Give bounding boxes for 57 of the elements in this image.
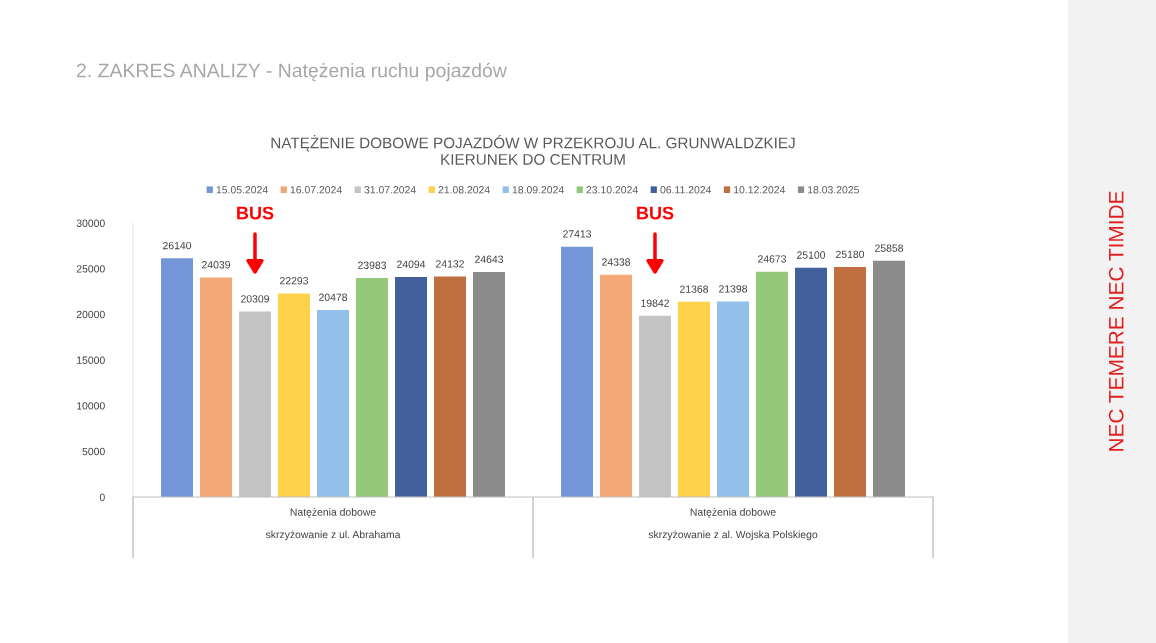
legend-label: 31.07.2024 <box>364 186 416 194</box>
data-label: 21368 <box>680 285 709 293</box>
bar <box>561 246 593 497</box>
legend-label: 16.07.2024 <box>290 186 342 194</box>
legend-label: 15.05.2024 <box>216 186 268 194</box>
bar <box>395 276 427 497</box>
data-label: 25100 <box>797 251 826 259</box>
data-label: 20478 <box>319 293 348 301</box>
bar <box>873 260 905 497</box>
data-label: 24338 <box>602 258 631 266</box>
bar <box>473 271 505 497</box>
data-label: 22293 <box>280 277 309 285</box>
bar <box>795 267 827 497</box>
bar <box>600 274 632 497</box>
y-tick-label: 20000 <box>76 310 105 319</box>
bar <box>717 301 749 497</box>
data-label: 24094 <box>397 260 426 268</box>
y-tick-label: 15000 <box>77 356 105 364</box>
bar <box>200 277 232 497</box>
category-label: Natężenia dobowe skrzyżowanie z ul. Abrahama <box>265 508 401 541</box>
y-tick-label: 25000 <box>76 265 105 273</box>
data-label: 21398 <box>719 285 748 293</box>
data-label: 23983 <box>358 261 387 269</box>
data-label: 26140 <box>163 241 192 250</box>
text: NEC TEMERE NEC TIMIDE <box>1108 191 1124 451</box>
y-tick-label: 10000 <box>77 402 105 410</box>
bar <box>278 293 310 497</box>
legend-label: 21.08.2024 <box>438 186 490 194</box>
bar <box>317 309 349 497</box>
bar <box>756 271 788 497</box>
category-label: Natężenia dobowe skrzyżowanie z al. Wojska Polskiego <box>648 508 818 541</box>
bar <box>834 267 866 497</box>
data-label: 27413 <box>563 230 592 238</box>
text: BUS <box>237 206 274 220</box>
data-label: 24643 <box>475 255 504 263</box>
data-label: 24673 <box>758 255 787 263</box>
data-label: 20309 <box>241 295 269 303</box>
text: 2. ZAKRES ANALIZY - Natężenia ruchu pojazdów <box>76 62 507 82</box>
data-label: 25858 <box>875 244 904 252</box>
chart-title: NATĘŻENIE DOBOWE POJAZDÓW W PRZEKROJU AL. GRUNWALDZKIEJ KIERUNEK DO CENTRUM <box>271 134 795 165</box>
legend-label: 18.09.2024 <box>512 186 564 194</box>
y-tick-label: 30000 <box>76 219 105 227</box>
bar <box>678 301 710 497</box>
data-label: 25180 <box>836 250 865 259</box>
y-tick-label: 0 <box>99 493 105 501</box>
data-label: 19842 <box>641 299 669 307</box>
legend-label: 06.11.2024 <box>660 186 712 194</box>
data-label: 24132 <box>436 260 464 268</box>
legend-label: 10.12.2024 <box>734 186 786 194</box>
bar <box>434 276 466 497</box>
legend-label: 18.03.2025 <box>808 186 859 194</box>
bar <box>161 258 193 497</box>
text: BUS <box>637 206 674 220</box>
y-tick-label: 5000 <box>82 447 105 456</box>
bar <box>356 277 388 497</box>
legend-label: 23.10.2024 <box>586 186 638 194</box>
data-label: 24039 <box>202 261 230 269</box>
